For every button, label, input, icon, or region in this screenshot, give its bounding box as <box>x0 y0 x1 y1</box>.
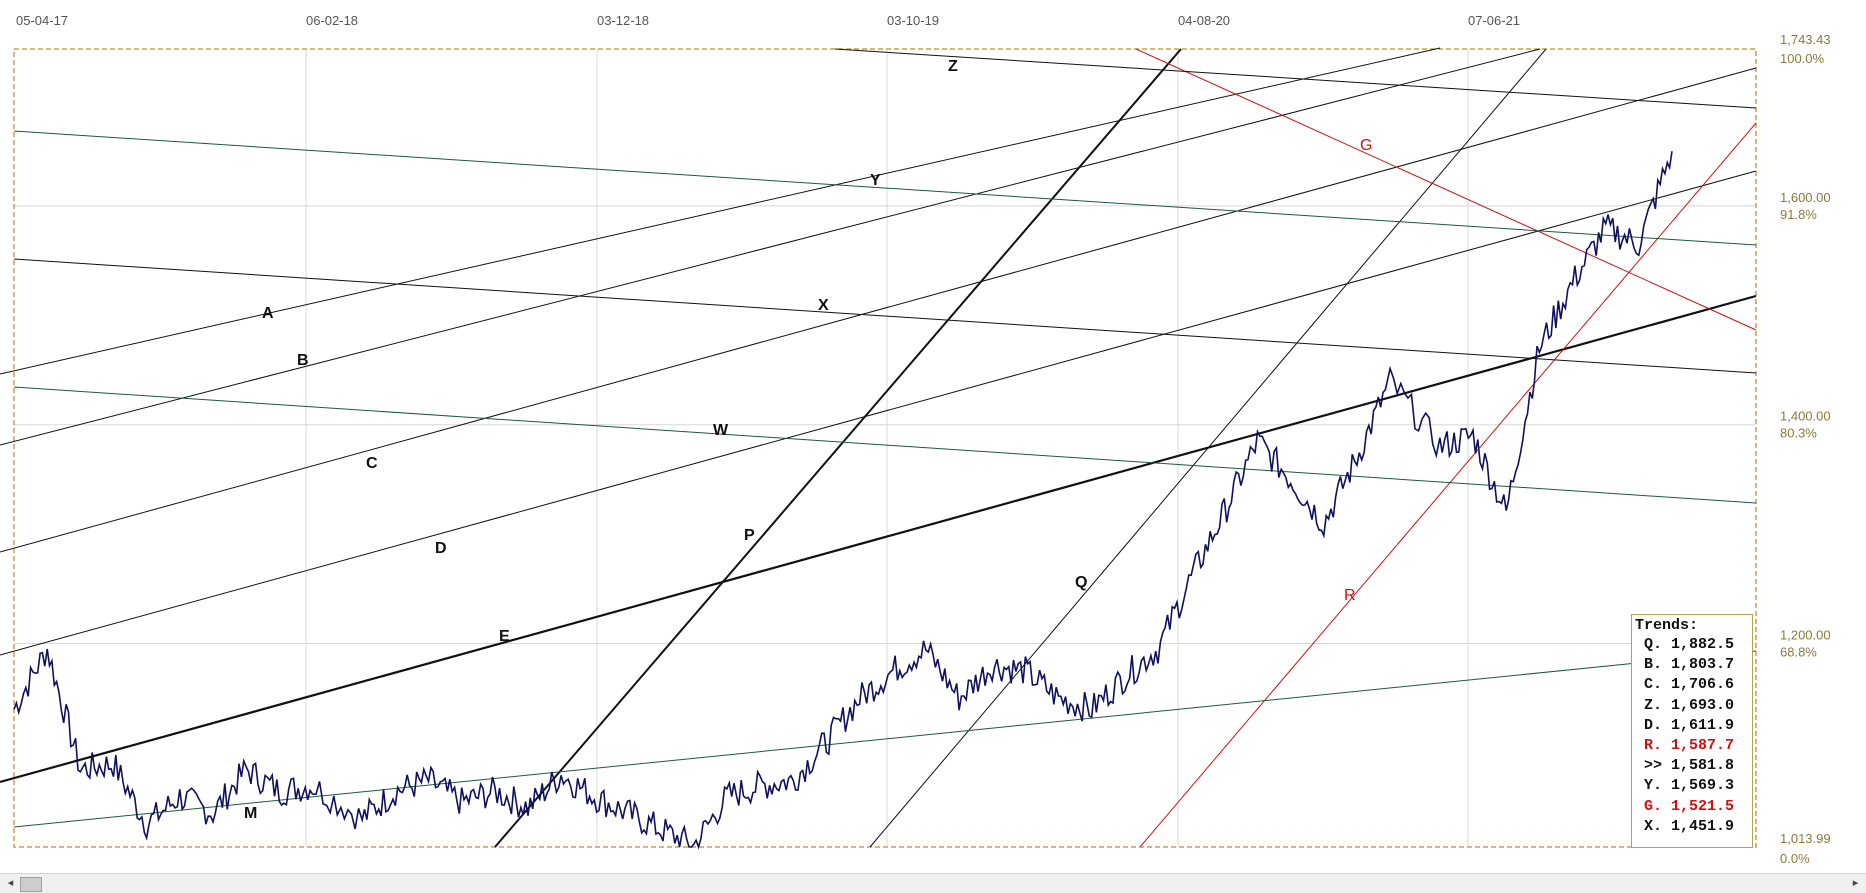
y-tick-label: 1,200.00 <box>1780 628 1831 643</box>
trend-label-q: Q <box>1075 574 1087 591</box>
legend-row: >> 1,581.8 <box>1644 757 1735 775</box>
y-tick-percent: 68.8% <box>1780 645 1817 660</box>
x-tick-label: 06-02-18 <box>306 13 358 28</box>
trend-line-m <box>13 650 1757 828</box>
trend-labels: A B C D E M P W X Y Z Q R G <box>244 58 1372 822</box>
trend-label-e: E <box>499 628 510 645</box>
trend-line-c <box>0 67 1757 553</box>
trend-line-w <box>13 386 1757 504</box>
trend-label-a: A <box>262 305 274 322</box>
y-tick-percent: 100.0% <box>1780 51 1825 66</box>
legend-rows: Q. 1,882.5 B. 1,803.7 C. 1,706.6 Z. 1,693.0… <box>1632 635 1752 837</box>
trend-label-m: M <box>244 805 257 822</box>
trend-label-z: Z <box>948 58 958 75</box>
legend-row: Y. 1,569.3 <box>1644 777 1735 795</box>
x-tick-label: 04-08-20 <box>1178 13 1230 28</box>
trend-lines <box>0 47 1757 848</box>
trend-label-c: C <box>366 455 378 472</box>
x-tick-label: 03-10-19 <box>887 13 939 28</box>
legend-title: Trends: <box>1635 617 1699 634</box>
trend-label-p: P <box>744 527 755 544</box>
legend-row: C. 1,706.6 <box>1644 676 1735 694</box>
trend-label-x: X <box>818 297 829 314</box>
plot-frame <box>13 48 1757 848</box>
y-tick-percent: 0.0% <box>1780 851 1810 866</box>
y-axis-ticks: 1,743.43 100.0% 1,600.00 91.8% 1,400.00 80.3%… <box>1780 32 1831 866</box>
trend-label-y: Y <box>870 172 881 189</box>
y-tick-percent: 91.8% <box>1780 207 1817 222</box>
y-tick-label: 1,600.00 <box>1780 190 1831 205</box>
legend-row: G. 1,521.5 <box>1644 797 1735 815</box>
x-axis-ticks: 05-04-17 06-02-18 03-12-18 03-10-19 04-08-20… <box>16 13 1520 28</box>
trend-line-d <box>0 170 1757 656</box>
trend-line-b <box>0 48 1541 446</box>
trend-line-z <box>834 48 1757 109</box>
scrollbar-thumb[interactable] <box>20 877 42 892</box>
trend-line-a <box>0 47 1441 375</box>
legend-row: B. 1,803.7 <box>1644 656 1735 674</box>
scroll-right-arrow-icon[interactable]: ▸ <box>1852 877 1859 889</box>
trend-line-y <box>13 130 1757 246</box>
trend-line-g <box>1135 48 1757 331</box>
trend-label-b: B <box>297 352 309 369</box>
price-series-line <box>13 151 1673 850</box>
y-tick-percent: 80.3% <box>1780 426 1817 441</box>
x-tick-label: 05-04-17 <box>16 13 68 28</box>
trend-label-r: R <box>1344 587 1356 604</box>
y-tick-label: 1,400.00 <box>1780 409 1831 424</box>
trend-line-e <box>0 294 1757 784</box>
trend-label-w: W <box>713 422 729 439</box>
y-tick-label: 1,013.99 <box>1780 831 1831 846</box>
scroll-left-arrow-icon[interactable]: ◂ <box>7 877 14 889</box>
legend-row: R. 1,587.7 <box>1644 737 1735 755</box>
trend-label-d: D <box>435 540 447 557</box>
x-tick-label: 03-12-18 <box>597 13 649 28</box>
legend-row: D. 1,611.9 <box>1644 716 1735 734</box>
legend-row: Q. 1,882.5 <box>1644 636 1735 653</box>
legend-row: Z. 1,693.0 <box>1644 696 1735 714</box>
horizontal-scrollbar[interactable]: ◂ ▸ <box>0 873 1866 893</box>
y-tick-label: 1,743.43 <box>1780 32 1831 47</box>
legend-row: X. 1,451.9 <box>1644 817 1735 835</box>
trend-line-q <box>869 48 1547 848</box>
trend-label-g: G <box>1360 137 1372 154</box>
trend-line-x <box>13 258 1757 374</box>
x-tick-label: 07-06-21 <box>1468 13 1520 28</box>
trend-line-r <box>1139 122 1757 848</box>
trend-line-p <box>494 48 1182 848</box>
trends-legend: Trends: Q. 1,882.5 B. 1,803.7 C. 1,706.6 Z.… <box>1631 614 1753 848</box>
grid-lines <box>14 49 1756 847</box>
